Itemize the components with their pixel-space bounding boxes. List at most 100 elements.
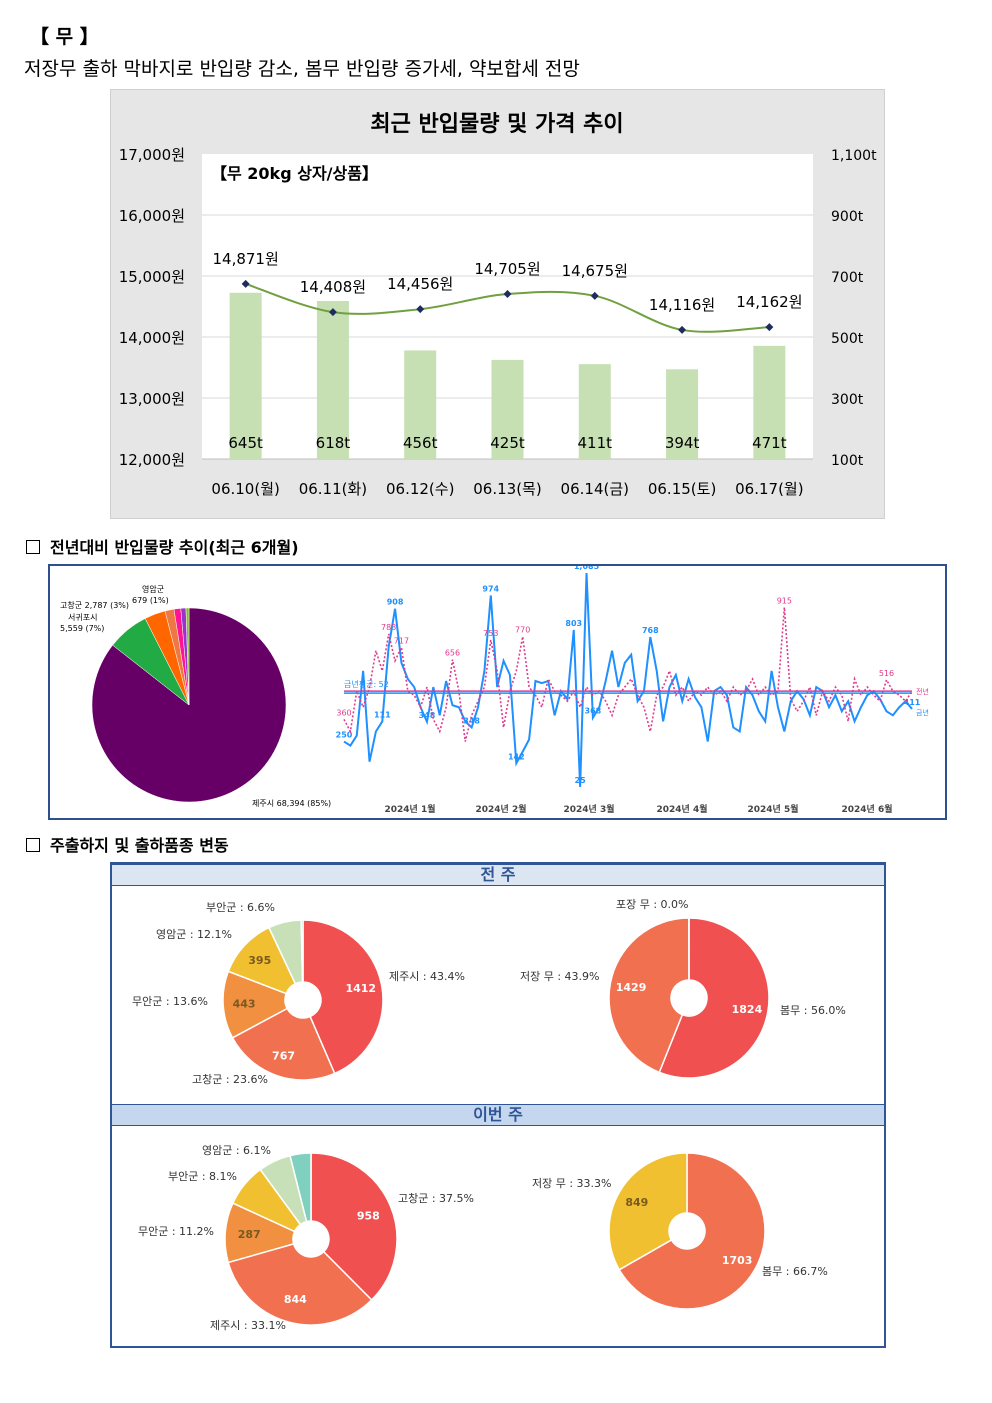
slice-value: 849 [625,1196,648,1209]
pie-label: 영암군 [142,584,164,594]
x-tick-label: 2024년 4월 [656,803,707,815]
price-point [503,289,512,298]
volume-label: 394t [665,434,700,452]
price-volume-chart: 최근 반입물량 및 가격 추이 【무 20kg 상자/상품】 12,000원 13,0… [110,89,885,519]
price-point [765,323,774,332]
slice-value: 287 [238,1228,261,1241]
trend-subheading: 전년대비 반입물량 추이(최근 6개월) [26,534,299,558]
left-tick-label: 14,000원 [119,329,185,347]
this-year-line [343,572,913,787]
pie-label: 고창군 2,787 (3%) [60,601,129,610]
pie-label: 서귀포시 [68,612,97,622]
price-point [590,291,599,300]
slice-value: 844 [284,1293,307,1306]
trend-value-label: 753 [483,629,498,638]
shipping-subheading-label: 주출하지 및 출하품종 변동 [50,836,229,855]
volume-bar [666,369,699,459]
price-label: 14,116원 [649,296,715,314]
donut-slice [618,1152,766,1310]
trend-subheading-label: 전년대비 반입물량 추이(최근 6개월) [50,538,299,557]
pie-slice [185,607,190,706]
slice-label: 영암군 : 6.1% [202,1144,271,1157]
legend-last-year: 전년 [916,687,929,696]
volume-bar [578,364,611,459]
trend-value-label: 368 [585,707,602,716]
yearly-trend-chart: 제주시 68,394 (85%) 서귀포시 5,559 (7%) 고창군 2,787 … [48,562,947,820]
pie-slice [91,607,287,803]
donut-slice [608,917,690,1074]
square-bullet-icon [26,838,40,852]
trend-value-label: 770 [515,626,530,635]
trend-value-label: 348 [463,716,480,725]
volume-bar [491,359,524,459]
price-point [328,308,337,317]
right-tick-label: 900t [831,209,864,225]
shipping-pies: 전 주 이번 주 1412 제주시 : 43.4% 767 고창군 : 23.6% 44… [110,862,886,1348]
slice-label: 봄무 : 56.0% [780,1004,846,1017]
donut-slice [231,1007,336,1081]
x-tick-label: 2024년 1월 [384,803,435,815]
slice-label: 부안군 : 8.1% [168,1170,237,1183]
yearly-trend-chart-svg: 제주시 68,394 (85%) 서귀포시 5,559 (7%) 고창군 2,787 … [60,562,929,815]
trend-value-label: 974 [482,584,499,593]
left-tick-label: 17,000원 [119,146,185,164]
slice-label: 고창군 : 23.6% [192,1073,268,1086]
slice-value: 1429 [616,981,647,994]
section-title: 【 무 】 [30,26,99,48]
pie-label: 제주시 68,394 (85%) [252,799,331,808]
x-tick-label: 06.11(화) [299,480,367,498]
x-tick-label: 06.10(월) [211,480,279,498]
left-tick-label: 15,000원 [119,268,185,286]
donut-slice [310,1152,398,1302]
trend-value-label: 348 [419,711,436,720]
volume-label: 425t [490,434,525,452]
x-tick-label: 06.15(토) [648,480,716,498]
donut-slice [227,926,297,995]
slice-value: 767 [272,1050,295,1063]
last-week-band: 전 주 [112,864,884,886]
trend-value-label: 25 [575,776,587,785]
slice-label: 포장 무 : 0.0% [616,898,689,911]
slice-label: 저장 무 : 43.9% [520,970,600,983]
price-point [416,305,425,314]
right-tick-label: 1,100t [831,148,877,164]
slice-value: 958 [357,1209,380,1222]
volume-label: 411t [578,434,613,452]
price-point [241,279,250,288]
right-tick-label: 700t [831,270,864,286]
volume-label: 456t [403,434,438,452]
trend-value-label: 768 [642,626,659,635]
trend-value-label: 717 [394,636,409,645]
x-tick-label: 2024년 3월 [563,803,614,815]
right-tick-label: 100t [831,453,864,469]
price-volume-chart-svg: 최근 반입물량 및 가격 추이 【무 20kg 상자/상품】 12,000원 13,0… [119,112,877,498]
trend-value-label: 111 [374,710,391,719]
chart-title: 최근 반입물량 및 가격 추이 [370,112,623,137]
x-tick-label: 2024년 5월 [747,803,798,815]
volume-label: 471t [752,434,787,452]
slice-label: 영암군 : 12.1% [156,928,232,941]
trend-value-label: 783 [381,623,396,632]
this-week-band: 이번 주 [112,1104,884,1126]
pie-label: 5,559 (7%) [60,624,104,633]
slice-value: 395 [248,954,271,967]
x-tick-label: 2024년 6월 [841,803,892,815]
left-tick-label: 12,000원 [119,451,185,469]
headline: 저장무 출하 막바지로 반입량 감소, 봄무 반입량 증가세, 약보합세 전망 [24,58,580,80]
average-label: 금년평균: 52 [344,679,389,689]
donut-slice [289,1152,312,1223]
left-tick-label: 16,000원 [119,207,185,225]
volume-label: 618t [316,434,351,452]
volume-bar [753,345,786,459]
trend-value-label: 516 [879,669,894,678]
left-tick-label: 13,000원 [119,390,185,408]
x-tick-label: 2024년 2월 [475,803,526,815]
slice-label: 무안군 : 11.2% [138,1225,214,1238]
price-point [678,325,687,334]
trend-value-label: 1,085 [574,566,600,571]
pie-label: 679 (1%) [132,596,169,605]
trend-value-label: 908 [387,598,404,607]
last-year-line [343,607,913,742]
slice-label: 제주시 : 33.1% [210,1319,286,1332]
price-label: 14,162원 [736,293,802,311]
